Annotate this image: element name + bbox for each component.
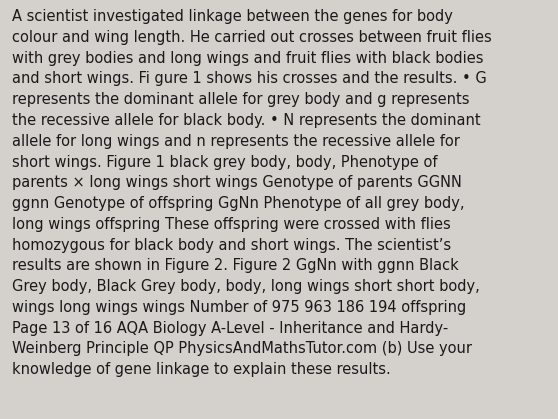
- Text: A scientist investigated linkage between the genes for body
colour and wing leng: A scientist investigated linkage between…: [12, 9, 492, 377]
